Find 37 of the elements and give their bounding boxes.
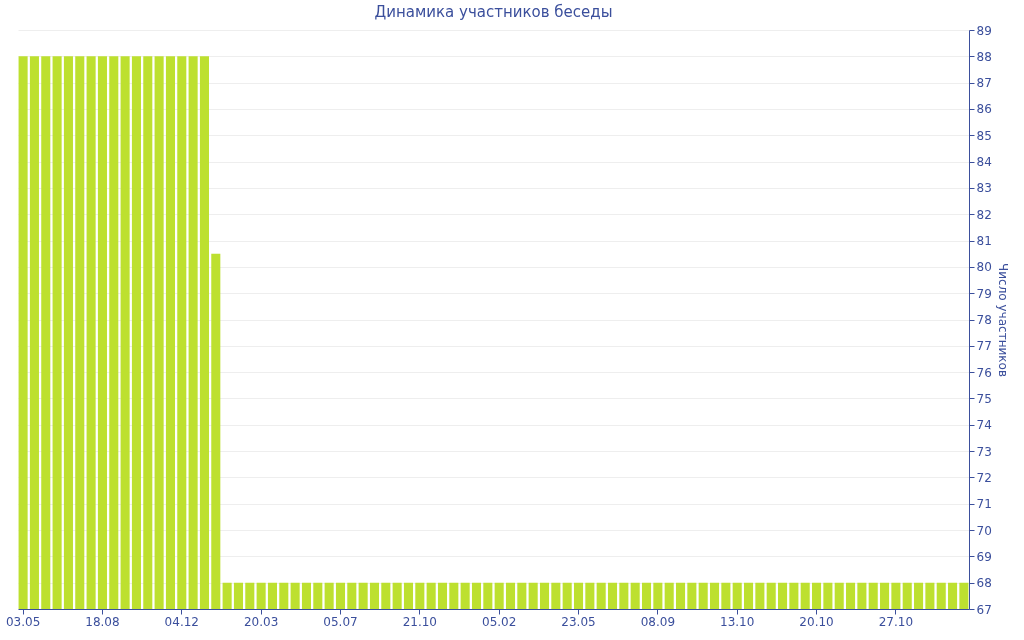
x-tick-label: 27.10 [878, 614, 914, 629]
y-tick-label: 78 [976, 313, 992, 327]
y-tick-label: 86 [976, 102, 992, 117]
y-tick-label: 84 [976, 155, 992, 170]
y-tick-label: 79 [976, 286, 992, 301]
y-tick-label: 70 [976, 523, 992, 538]
y-tick-label: 75 [976, 391, 992, 406]
y-tick-label: 89 [976, 23, 992, 38]
x-tick-label: 05.02 [481, 614, 517, 629]
x-tick-label: 04.12 [164, 614, 199, 629]
x-tick-label: 03.05 [5, 614, 41, 629]
y-tick-label: 77 [976, 339, 992, 354]
x-tick-label: 21.10 [402, 614, 437, 629]
y-tick-label: 83 [976, 181, 992, 196]
x-tick-label: 05.07 [323, 614, 358, 629]
y-tick-label: 85 [976, 128, 992, 143]
y-tick-label: 88 [976, 49, 992, 64]
y-tick-label: 80 [976, 260, 992, 275]
y-axis-title: Число участников [995, 263, 1010, 377]
chart-title: Динамика участников беседы [374, 3, 613, 21]
x-tick-label: 20.10 [799, 614, 834, 629]
x-tick-label: 08.09 [640, 614, 676, 629]
x-tick-label: 18.08 [85, 614, 120, 629]
y-tick-label: 73 [976, 444, 992, 459]
y-tick-label: 71 [976, 497, 992, 512]
y-tick-label: 74 [976, 418, 992, 433]
y-tick-label: 76 [976, 365, 992, 380]
y-tick-label: 82 [976, 207, 992, 222]
y-tick-label: 68 [976, 576, 992, 591]
y-tick-label: 72 [976, 470, 992, 485]
x-tick-label: 23.05 [561, 614, 596, 629]
y-tick-label: 69 [976, 549, 992, 564]
x-tick-label: 20.03 [243, 614, 279, 629]
y-tick-label: 87 [976, 76, 992, 91]
x-tick-label: 13.10 [720, 614, 755, 629]
y-tick-label: 67 [976, 602, 992, 617]
y-tick-label: 81 [976, 234, 992, 249]
